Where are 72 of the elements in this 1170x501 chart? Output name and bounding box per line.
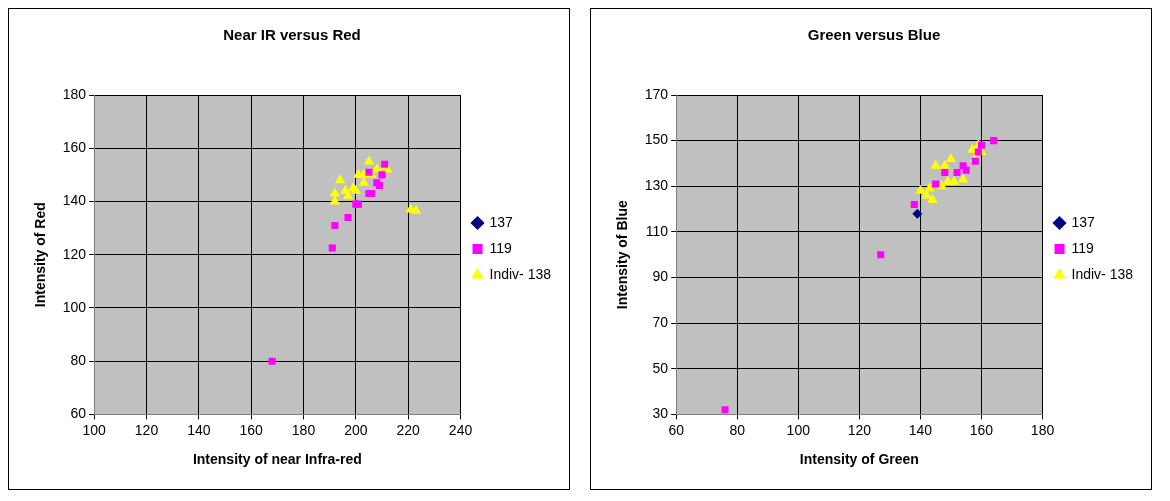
- x-tick-label: 240: [448, 421, 473, 438]
- legend-label: 119: [489, 239, 513, 256]
- point: [358, 176, 369, 186]
- y-tick-label: 160: [62, 139, 87, 156]
- point: [268, 357, 276, 365]
- x-tick-label: 60: [668, 421, 685, 438]
- y-axis-title: Intensity of Blue: [614, 200, 631, 310]
- x-tick-label: 140: [187, 421, 211, 438]
- y-tick-label: 120: [62, 245, 87, 262]
- y-tick-label: 100: [62, 298, 87, 315]
- point: [957, 173, 969, 183]
- y-tick-label: 110: [645, 222, 669, 239]
- point: [990, 137, 998, 145]
- point: [953, 169, 961, 177]
- point: [932, 180, 940, 188]
- x-tick-label: 200: [344, 421, 368, 438]
- point: [941, 169, 949, 177]
- y-tick-label: 60: [70, 405, 87, 422]
- y-tick-label: 150: [644, 131, 669, 148]
- y-axis-title: Intensity of Red: [32, 202, 49, 308]
- point: [939, 159, 951, 169]
- x-axis-title: Intensity of near Infra-red: [192, 451, 362, 468]
- y-tick-label: 130: [644, 177, 669, 194]
- point: [331, 221, 339, 229]
- x-tick-label: 120: [134, 421, 159, 438]
- point: [365, 168, 373, 176]
- x-tick-label: 80: [729, 421, 746, 438]
- x-tick-label: 220: [396, 421, 421, 438]
- point: [912, 208, 923, 219]
- y-tick-label: 170: [644, 85, 669, 102]
- chart-title: Near IR versus Red: [223, 26, 361, 44]
- x-tick-label: 160: [239, 421, 264, 438]
- point: [877, 251, 885, 259]
- point: [948, 175, 960, 185]
- point: [971, 157, 979, 165]
- y-tick-label: 50: [652, 359, 669, 376]
- point: [915, 184, 926, 194]
- y-tick-label: 70: [652, 314, 669, 330]
- y-tick-label: 180: [62, 85, 87, 102]
- x-tick-label: 120: [847, 421, 872, 438]
- point: [962, 166, 970, 174]
- legend-label: 137: [1071, 213, 1096, 230]
- x-axis-title: Intensity of Green: [799, 451, 919, 468]
- point: [328, 244, 336, 252]
- point: [410, 204, 422, 214]
- y-tick-label: 30: [652, 405, 669, 422]
- legend-label: Indiv- 138: [1071, 265, 1134, 282]
- x-tick-label: 100: [786, 421, 811, 438]
- y-tick-label: 90: [652, 268, 669, 285]
- legend-label: 137: [489, 213, 514, 230]
- x-tick-label: 180: [291, 421, 316, 438]
- point: [910, 200, 918, 209]
- point: [721, 406, 729, 414]
- x-tick-label: 100: [82, 421, 107, 438]
- point: [344, 213, 352, 221]
- y-tick-label: 80: [70, 352, 87, 369]
- point: [334, 174, 346, 184]
- point: [930, 159, 941, 169]
- point: [977, 141, 985, 149]
- point: [945, 152, 957, 162]
- point: [363, 155, 375, 165]
- y-tick-label: 140: [62, 192, 87, 209]
- chart-title: Green versus Blue: [807, 26, 941, 44]
- legend-label: 119: [1071, 239, 1095, 256]
- legend-label: Indiv- 138: [489, 265, 552, 282]
- x-tick-label: 180: [1030, 421, 1055, 438]
- point: [924, 182, 935, 192]
- point: [927, 193, 938, 203]
- point: [974, 148, 982, 156]
- x-tick-label: 160: [969, 421, 994, 438]
- x-tick-label: 140: [908, 421, 933, 438]
- point: [378, 171, 386, 179]
